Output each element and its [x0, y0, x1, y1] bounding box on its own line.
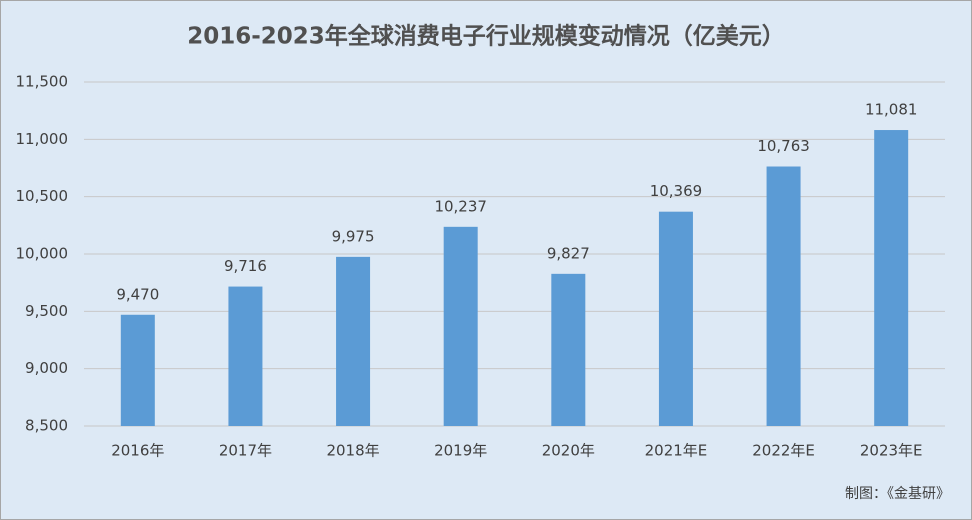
value-label: 9,716 [224, 257, 267, 275]
bar [658, 211, 693, 426]
y-tick-label: 9,500 [25, 302, 68, 320]
bar [766, 166, 801, 426]
source-note: 制图：《金基研》 [845, 485, 950, 502]
bar [551, 273, 586, 426]
value-label: 10,237 [434, 197, 487, 215]
bar [874, 130, 909, 426]
x-tick-label: 2019年 [434, 442, 487, 460]
value-label: 10,369 [650, 182, 703, 200]
value-label: 11,081 [865, 101, 918, 119]
x-tick-label: 2018年 [326, 442, 379, 460]
value-label: 10,763 [757, 137, 810, 155]
x-tick-label: 2021年E [645, 442, 708, 460]
bar [120, 314, 155, 426]
x-tick-label: 2016年 [111, 442, 164, 460]
x-tick-label: 2023年E [860, 442, 923, 460]
chart-title: 2016-2023年全球消费电子行业规模变动情况（亿美元） [187, 23, 785, 50]
y-tick-label: 10,000 [16, 245, 69, 263]
value-label: 9,470 [116, 285, 159, 303]
x-tick-label: 2022年E [752, 442, 815, 460]
value-label: 9,975 [332, 227, 375, 245]
y-tick-label: 11,000 [16, 130, 69, 148]
y-tick-label: 10,500 [16, 187, 69, 205]
y-tick-label: 11,500 [16, 73, 69, 91]
value-label: 9,827 [547, 244, 590, 262]
bar [228, 286, 263, 426]
x-tick-label: 2020年 [542, 442, 595, 460]
x-tick-label: 2017年 [219, 442, 272, 460]
y-tick-label: 8,500 [25, 417, 68, 435]
bar [443, 226, 478, 426]
y-tick-label: 9,000 [25, 359, 68, 377]
bar [336, 256, 371, 426]
